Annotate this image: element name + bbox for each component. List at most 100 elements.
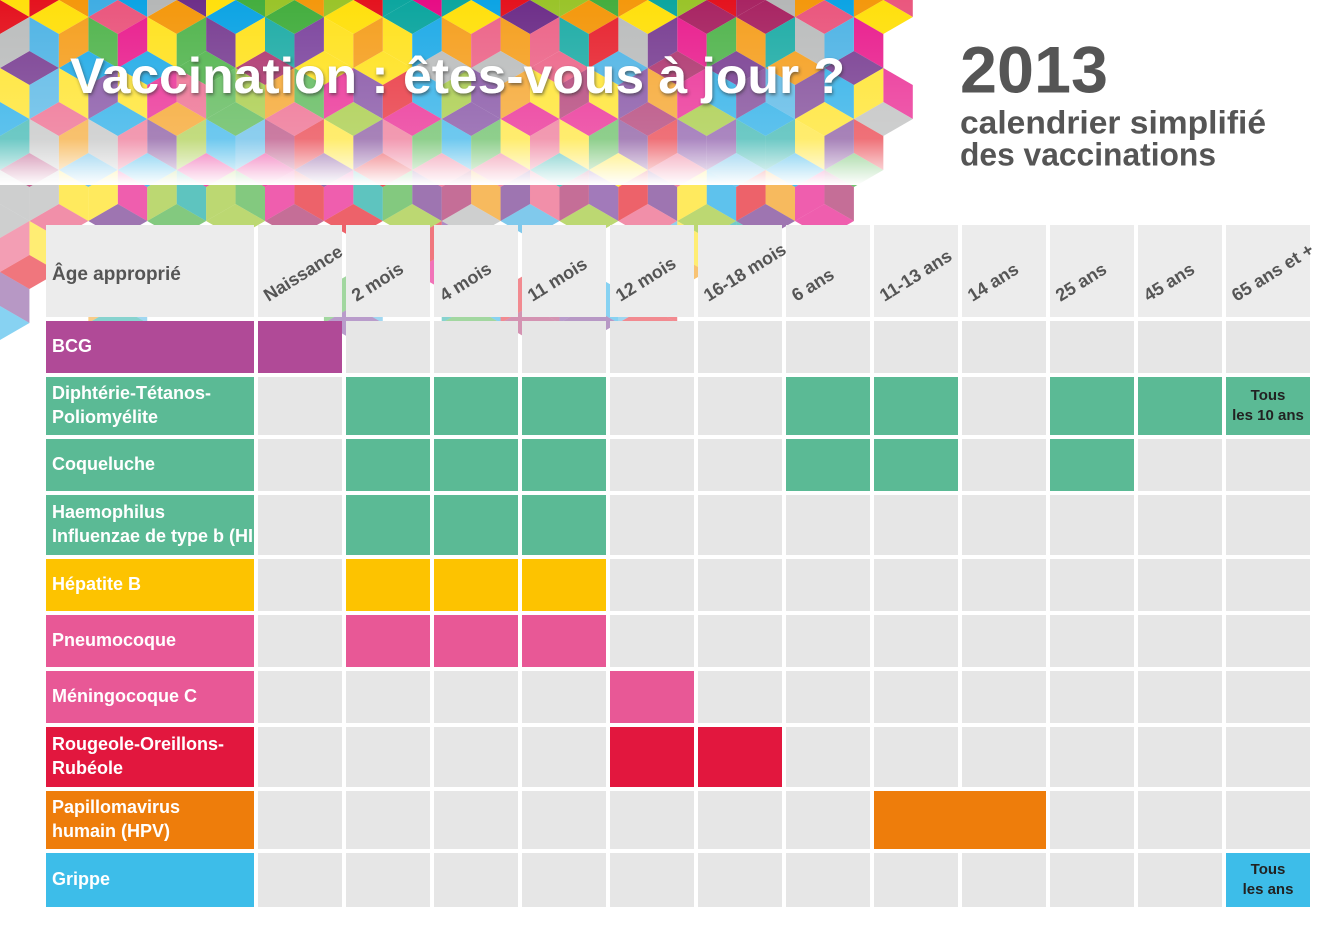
dose-cell	[346, 495, 430, 555]
empty-cell	[258, 495, 342, 555]
empty-cell	[786, 559, 870, 611]
empty-cell	[962, 321, 1046, 373]
hex-facet	[88, 204, 148, 238]
empty-cell	[1226, 495, 1310, 555]
empty-cell	[874, 495, 958, 555]
empty-cell	[1050, 615, 1134, 667]
dose-cell	[874, 439, 958, 491]
header-cell	[874, 225, 958, 317]
empty-cell	[786, 727, 870, 787]
empty-cell	[786, 671, 870, 723]
dose-cell	[434, 559, 518, 611]
dose-cell	[522, 559, 606, 611]
empty-cell	[962, 439, 1046, 491]
schedule-table: Âge approprié Naissance 2 mois 4 mois 11 moi…	[46, 225, 1317, 907]
empty-cell	[346, 853, 430, 907]
dose-cell	[610, 671, 694, 723]
empty-cell	[610, 495, 694, 555]
row-label: Grippe	[52, 869, 110, 889]
empty-cell	[962, 377, 1046, 435]
row-label: BCG	[52, 336, 92, 356]
empty-cell	[1050, 853, 1134, 907]
dose-cell	[610, 727, 694, 787]
empty-cell	[346, 671, 430, 723]
empty-cell	[610, 559, 694, 611]
empty-cell	[258, 439, 342, 491]
empty-cell	[962, 615, 1046, 667]
empty-cell	[1138, 791, 1222, 849]
empty-cell	[1138, 439, 1222, 491]
header-cell	[434, 225, 518, 317]
title: Vaccination : êtes-vous à jour ?	[70, 48, 845, 104]
empty-cell	[786, 615, 870, 667]
row-label: Haemophilus	[52, 502, 165, 522]
hex-facet	[29, 204, 89, 238]
empty-cell	[434, 853, 518, 907]
empty-cell	[258, 853, 342, 907]
empty-cell	[1226, 321, 1310, 373]
empty-cell	[874, 559, 958, 611]
empty-cell	[522, 671, 606, 723]
empty-cell	[258, 727, 342, 787]
dose-cell	[1050, 377, 1134, 435]
empty-cell	[1226, 791, 1310, 849]
empty-cell	[610, 615, 694, 667]
row-label-cell	[46, 791, 254, 849]
hex-facet	[0, 221, 30, 272]
empty-cell	[698, 321, 782, 373]
empty-cell	[346, 791, 430, 849]
empty-cell	[1138, 853, 1222, 907]
empty-cell	[874, 671, 958, 723]
hex-facet	[0, 272, 30, 323]
empty-cell	[434, 671, 518, 723]
empty-cell	[1138, 671, 1222, 723]
empty-cell	[698, 495, 782, 555]
empty-cell	[258, 615, 342, 667]
header-cell	[346, 225, 430, 317]
hex-facet	[265, 204, 324, 238]
dose-cell	[522, 615, 606, 667]
row-label: Papillomavirus	[52, 797, 180, 817]
dose-cell	[434, 615, 518, 667]
row-label: Hépatite B	[52, 574, 141, 594]
row-label-cell	[46, 439, 254, 491]
empty-cell	[1050, 671, 1134, 723]
row-label: Poliomyélite	[52, 407, 158, 427]
row-label: Diphtérie-Tétanos-	[52, 383, 211, 403]
empty-cell	[1226, 671, 1310, 723]
cell-note: Tous	[1251, 861, 1286, 878]
year: 2013	[960, 32, 1108, 106]
header-cell	[698, 225, 782, 317]
dose-cell	[522, 439, 606, 491]
empty-cell	[610, 853, 694, 907]
row-label-cell	[46, 321, 254, 373]
row-label: Méningocoque C	[52, 686, 197, 706]
row-label-cell	[46, 671, 254, 723]
cell-note: Tous	[1251, 387, 1286, 404]
dose-cell	[1226, 853, 1310, 907]
banner-fade	[0, 0, 930, 185]
dose-cell	[786, 377, 870, 435]
row-label: Coqueluche	[52, 454, 155, 474]
dose-cell	[346, 559, 430, 611]
empty-cell	[698, 671, 782, 723]
empty-cell	[962, 495, 1046, 555]
empty-cell	[1226, 727, 1310, 787]
empty-cell	[522, 853, 606, 907]
empty-cell	[698, 559, 782, 611]
dose-cell	[434, 439, 518, 491]
empty-cell	[522, 727, 606, 787]
empty-cell	[786, 853, 870, 907]
dose-cell	[1050, 439, 1134, 491]
header-cell	[46, 225, 254, 317]
empty-cell	[962, 853, 1046, 907]
header-cell	[522, 225, 606, 317]
header-cell	[258, 225, 342, 317]
row-label-cell	[46, 853, 254, 907]
dose-cell	[786, 439, 870, 491]
cell-note: les 10 ans	[1232, 407, 1304, 424]
empty-cell	[258, 791, 342, 849]
empty-cell	[1138, 495, 1222, 555]
empty-cell	[434, 791, 518, 849]
